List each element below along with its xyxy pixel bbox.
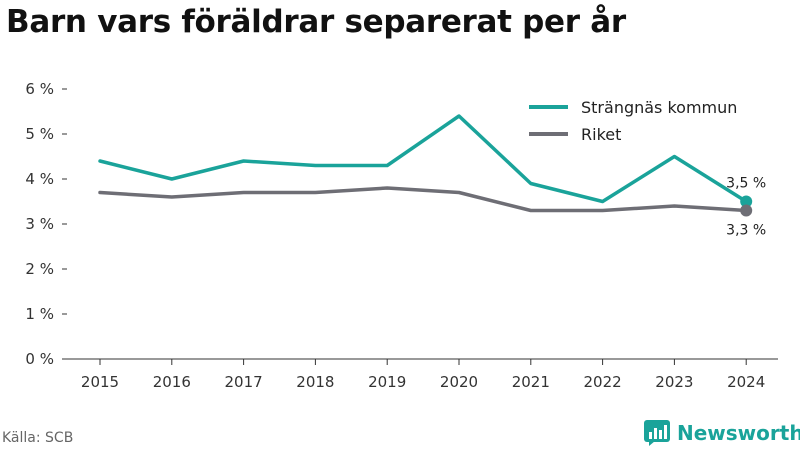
x-tick-label: 2024 <box>727 373 765 391</box>
x-tick-label: 2017 <box>225 373 263 391</box>
brand-name: Newsworthy <box>677 421 800 445</box>
legend-label: Strängnäs kommun <box>581 98 737 117</box>
x-tick-label: 2020 <box>440 373 478 391</box>
chart-title: Barn vars föräldrar separerat per år <box>6 4 626 40</box>
y-tick-label: 2 % <box>25 260 54 278</box>
y-tick-label: 1 % <box>25 305 54 323</box>
x-tick-label: 2021 <box>512 373 550 391</box>
x-axis: 2015 2016 2017 2018 2019 2020 2021 2022 2023 2024 <box>81 359 765 391</box>
y-tick-label: 3 % <box>25 215 54 233</box>
brand-logo: Newsworthy <box>644 419 800 447</box>
data-point <box>740 195 753 208</box>
end-value-label: 3,3 % <box>726 223 766 239</box>
x-tick-label: 2018 <box>296 373 334 391</box>
legend: Strängnäs kommun Riket <box>529 98 737 144</box>
source-note: Källa: SCB <box>2 430 74 446</box>
x-tick-label: 2019 <box>368 373 406 391</box>
y-tick-label: 0 % <box>25 350 54 368</box>
end-value-label: 3,5 % <box>726 176 766 192</box>
data-point <box>740 204 753 217</box>
x-tick-label: 2015 <box>81 373 119 391</box>
x-tick-label: 2023 <box>655 373 693 391</box>
newsworthy-logo-icon <box>644 420 670 446</box>
y-axis: 0 % 1 % 2 % 3 % 4 % 5 % 6 % <box>25 80 67 368</box>
y-tick-label: 6 % <box>25 80 54 98</box>
x-tick-label: 2016 <box>153 373 191 391</box>
y-tick-label: 5 % <box>25 125 54 143</box>
legend-label: Riket <box>581 125 621 144</box>
x-tick-label: 2022 <box>584 373 622 391</box>
series-layer: 3,5 % 3,3 % <box>98 114 766 239</box>
series-line <box>98 186 748 213</box>
series-line <box>98 114 748 204</box>
y-tick-label: 4 % <box>25 170 54 188</box>
